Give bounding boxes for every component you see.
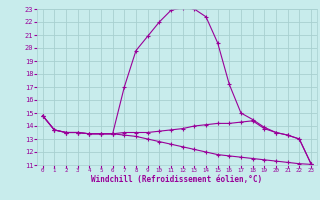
X-axis label: Windchill (Refroidissement éolien,°C): Windchill (Refroidissement éolien,°C) bbox=[91, 175, 262, 184]
